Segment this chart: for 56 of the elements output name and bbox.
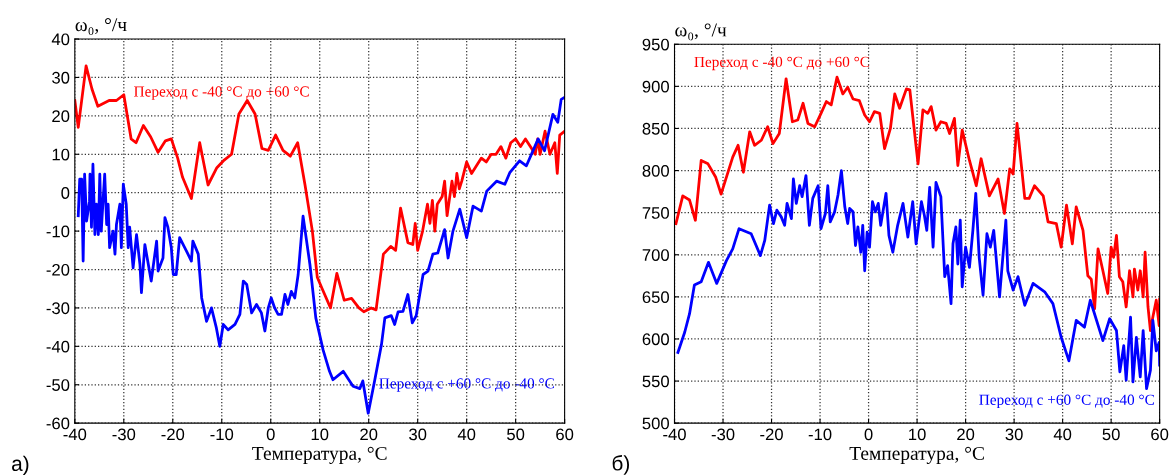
x-tick-label: -40 <box>63 428 87 441</box>
series-label: Переход с -40 °C до +60 °C <box>694 56 870 71</box>
y-tick-label: 950 <box>642 38 669 51</box>
x-tick-label: -20 <box>161 428 185 441</box>
x-tick-label: 30 <box>409 428 427 441</box>
x-tick-label: 30 <box>1005 428 1023 441</box>
y-tick-label: 600 <box>642 333 669 346</box>
x-tick-label: -40 <box>663 428 686 441</box>
x-tick-label: 0 <box>864 428 873 441</box>
x-tick-label: 0 <box>266 428 275 441</box>
x-tick-label: 50 <box>507 428 525 441</box>
y-axis-title: ω₀, °/ч <box>675 23 727 41</box>
series-label: Переход с +60 °C до -40 °C <box>379 378 554 392</box>
x-tick-label: 10 <box>311 428 329 441</box>
y-tick-label: 800 <box>642 164 669 177</box>
x-tick-label: -30 <box>711 428 735 441</box>
x-tick-label: -20 <box>760 428 783 441</box>
text: б) <box>612 455 630 475</box>
y-axis-title: ω₀, °/ч <box>75 18 127 36</box>
y-tick-label: 700 <box>642 249 669 261</box>
y-tick-label: 900 <box>642 80 669 93</box>
x-tick-label: 40 <box>457 428 476 441</box>
y-tick-label: 750 <box>642 207 669 219</box>
y-tick-label: 650 <box>642 291 669 304</box>
x-axis-title: Температура, °C <box>252 446 387 464</box>
y-tick-label: -60 <box>46 417 70 430</box>
x-tick-label: -10 <box>210 428 234 441</box>
text: а) <box>12 455 29 476</box>
x-tick-label: 40 <box>1053 428 1072 441</box>
y-tick-label: 20 <box>52 110 70 123</box>
x-axis-title: Температура, °C <box>849 446 984 464</box>
series-label: Переход с +60 °C до -40 °C <box>979 394 1154 409</box>
line-series <box>676 169 1160 391</box>
y-tick-label: -20 <box>46 263 70 276</box>
y-tick-label: -30 <box>46 302 70 315</box>
x-tick-label: 20 <box>360 428 378 441</box>
y-tick-label: 40 <box>51 33 70 46</box>
y-tick-label: 0 <box>61 187 70 199</box>
y-tick-label: 550 <box>642 375 669 388</box>
y-tick-label: 10 <box>52 148 70 161</box>
x-tick-label: -10 <box>808 428 832 441</box>
x-tick-label: 50 <box>1102 428 1120 441</box>
x-tick-label: 60 <box>1151 428 1169 441</box>
series-label: Переход с -40 °C до +60 °C <box>134 86 309 100</box>
y-tick-label: -10 <box>46 225 70 238</box>
line-series <box>674 75 1160 332</box>
y-tick-label: -40 <box>46 340 70 353</box>
x-tick-label: -30 <box>112 428 136 441</box>
x-tick-label: 10 <box>909 428 926 441</box>
y-tick-label: 850 <box>642 122 669 135</box>
y-tick-label: 500 <box>642 417 669 430</box>
x-tick-label: 60 <box>556 428 574 441</box>
y-tick-label: 30 <box>52 71 70 84</box>
line-series <box>74 64 565 314</box>
x-tick-label: 20 <box>957 428 975 441</box>
y-tick-label: -50 <box>46 379 70 391</box>
